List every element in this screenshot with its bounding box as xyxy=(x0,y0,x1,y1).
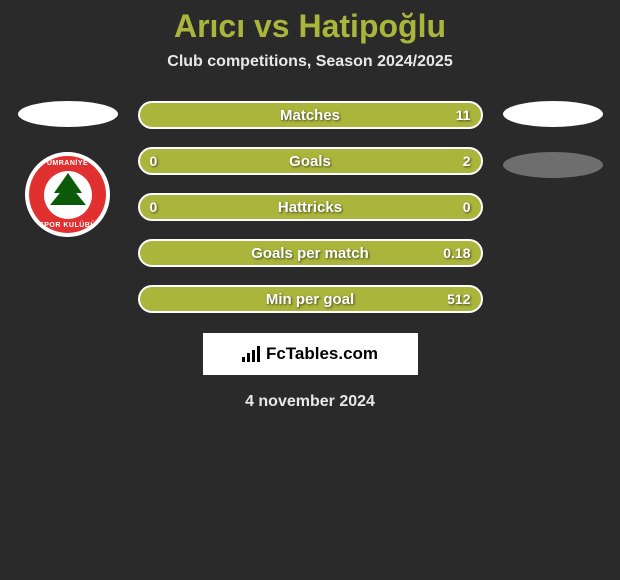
chart-icon xyxy=(242,346,260,362)
team-badge: ÜMRANİYE SPOR KULÜBÜ xyxy=(25,152,110,237)
stat-row-goals: 0 Goals 2 xyxy=(138,147,483,175)
subtitle: Club competitions, Season 2024/2025 xyxy=(167,53,452,71)
stats-area: ÜMRANİYE SPOR KULÜBÜ Matches 11 0 Goals xyxy=(0,101,620,313)
badge-text-bottom: SPOR KULÜBÜ xyxy=(39,222,96,229)
stat-label: Goals per match xyxy=(251,245,369,262)
stat-right-value: 11 xyxy=(456,107,471,123)
stat-row-matches: Matches 11 xyxy=(138,101,483,129)
badge-inner xyxy=(44,171,92,219)
stat-label: Min per goal xyxy=(266,291,354,308)
stat-left-value: 0 xyxy=(150,199,158,215)
team2-ellipse xyxy=(503,152,603,178)
page-title: Arıcı vs Hatipoğlu xyxy=(174,8,446,45)
stat-label: Hattricks xyxy=(278,199,342,216)
stat-right-value: 512 xyxy=(447,291,470,307)
stat-row-gpm: Goals per match 0.18 xyxy=(138,239,483,267)
brand-box: FcTables.com xyxy=(203,333,418,375)
badge-text-top: ÜMRANİYE xyxy=(47,160,88,167)
stat-right-value: 0.18 xyxy=(443,245,470,261)
stats-bars: Matches 11 0 Goals 2 0 Hattricks 0 Goals… xyxy=(138,101,483,313)
stat-right-value: 0 xyxy=(463,199,471,215)
player2-ellipse xyxy=(503,101,603,127)
stat-right-value: 2 xyxy=(463,153,471,169)
player1-ellipse xyxy=(18,101,118,127)
stat-label: Goals xyxy=(289,153,331,170)
right-column xyxy=(503,101,603,178)
date-text: 4 november 2024 xyxy=(245,393,375,411)
brand-text: FcTables.com xyxy=(266,344,378,364)
left-column: ÜMRANİYE SPOR KULÜBÜ xyxy=(18,101,118,237)
stat-row-hattricks: 0 Hattricks 0 xyxy=(138,193,483,221)
main-container: Arıcı vs Hatipoğlu Club competitions, Se… xyxy=(0,0,620,411)
stat-left-value: 0 xyxy=(150,153,158,169)
stat-row-mpg: Min per goal 512 xyxy=(138,285,483,313)
stat-label: Matches xyxy=(280,107,340,124)
